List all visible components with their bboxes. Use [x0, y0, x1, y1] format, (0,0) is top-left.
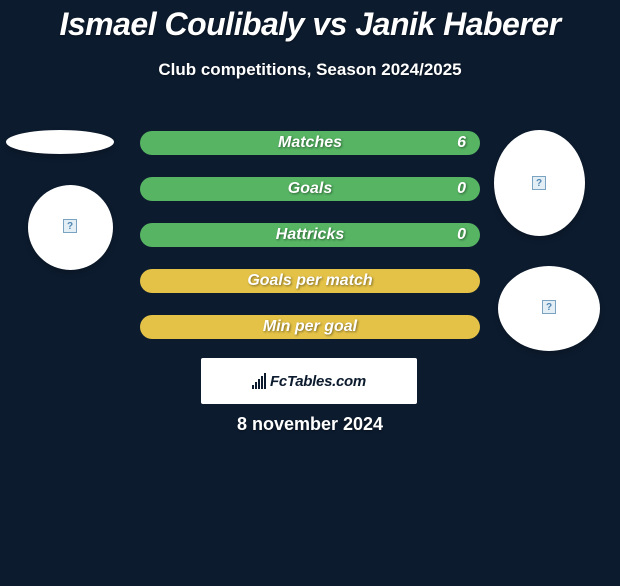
unknown-badge-icon: ? — [532, 176, 546, 190]
stat-label: Min per goal — [263, 318, 357, 336]
logo-text: FcTables.com — [270, 373, 366, 390]
stat-value: 6 — [457, 134, 466, 152]
stat-label: Hattricks — [276, 226, 344, 244]
stat-row-goals: Goals 0 — [140, 177, 480, 201]
stat-label: Goals — [288, 180, 332, 198]
logo-inner: FcTables.com — [252, 373, 366, 390]
stat-value: 0 — [457, 180, 466, 198]
unknown-badge-icon: ? — [63, 219, 77, 233]
badge-glyph: ? — [546, 302, 552, 313]
stats-table: Matches 6 Goals 0 Hattricks 0 Goals per … — [140, 131, 480, 361]
decorative-ellipse — [6, 130, 114, 154]
comparison-subtitle: Club competitions, Season 2024/2025 — [0, 60, 620, 80]
stat-row-min-per-goal: Min per goal — [140, 315, 480, 339]
badge-glyph: ? — [536, 178, 542, 189]
stat-row-matches: Matches 6 — [140, 131, 480, 155]
stat-value: 0 — [457, 226, 466, 244]
stat-row-hattricks: Hattricks 0 — [140, 223, 480, 247]
logo-bars-icon — [252, 373, 266, 389]
stat-row-goals-per-match: Goals per match — [140, 269, 480, 293]
comparison-title: Ismael Coulibaly vs Janik Haberer — [0, 6, 620, 43]
badge-glyph: ? — [67, 221, 73, 232]
fctables-logo: FcTables.com — [201, 358, 417, 404]
stat-label: Goals per match — [247, 272, 372, 290]
comparison-date: 8 november 2024 — [0, 414, 620, 435]
stat-label: Matches — [278, 134, 342, 152]
unknown-badge-icon: ? — [542, 300, 556, 314]
